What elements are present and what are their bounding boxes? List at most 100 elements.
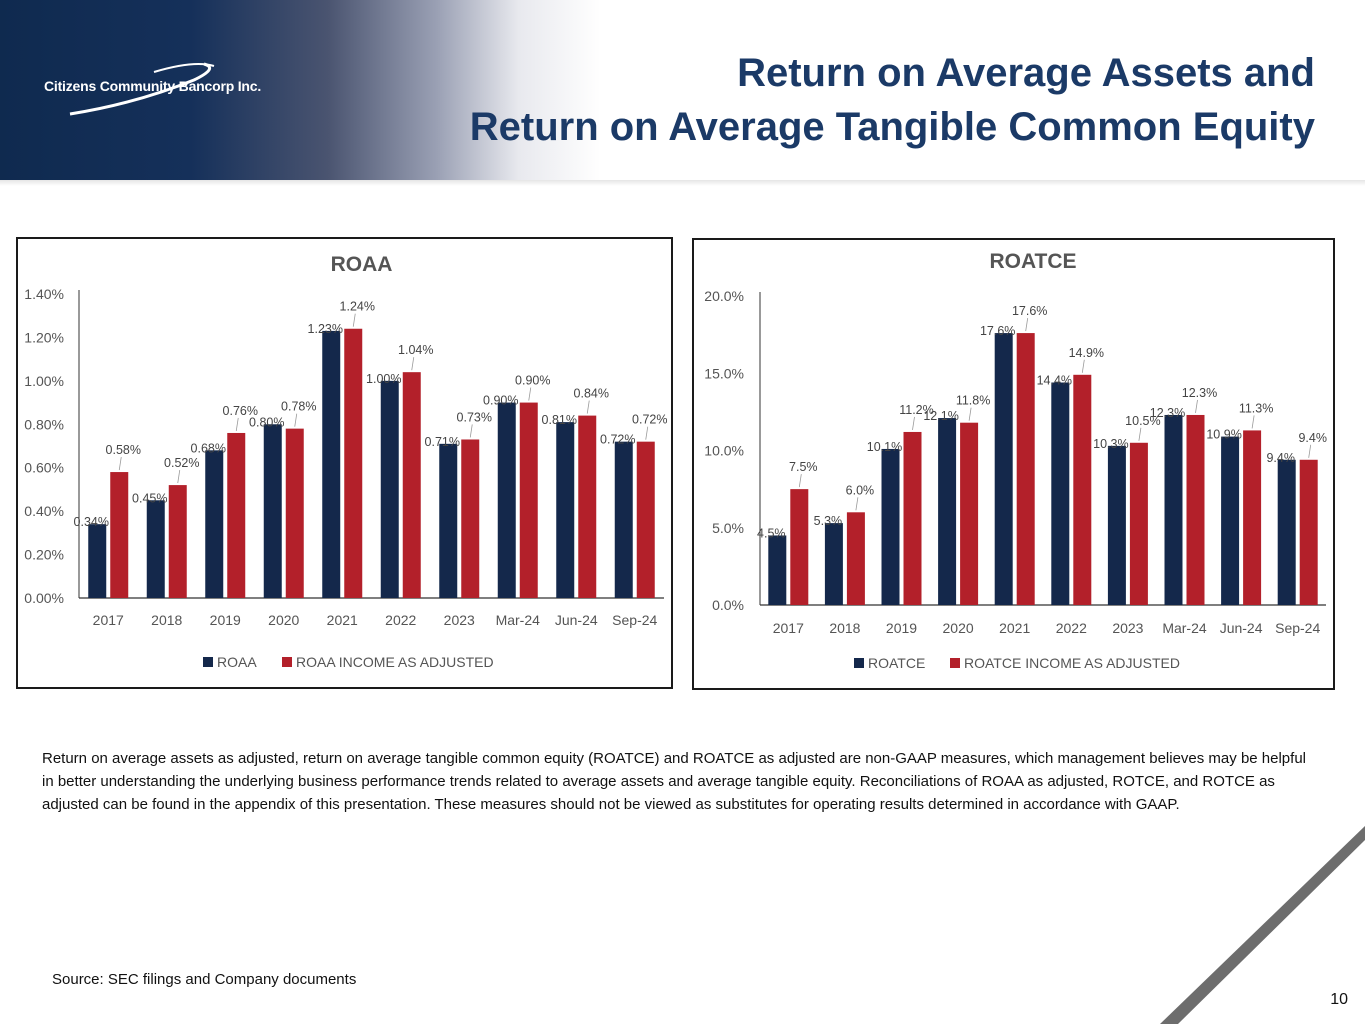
roatce-legend-label: ROATCE INCOME AS ADJUSTED [964,655,1180,671]
company-logo: Citizens Community Bancorp Inc. [44,58,284,128]
roaa-data-label: 0.72% [632,413,667,427]
roatce-bar-primary [1051,382,1070,605]
roatce-y-tick-label: 20.0% [704,288,744,304]
roatce-data-label: 10.5% [1125,414,1160,428]
roatce-label-leader [1025,318,1029,332]
roaa-label-leader [118,456,122,471]
title-line-2: Return on Average Tangible Common Equity [469,105,1315,149]
roaa-data-label: 1.00% [366,372,401,386]
roaa-x-tick-label: 2020 [268,612,299,628]
source-note: Source: SEC filings and Company document… [52,971,357,988]
roatce-bar-primary [881,448,900,605]
roatce-bar-adjusted [903,431,922,605]
roatce-label-leader [968,407,972,421]
roaa-data-label: 1.04% [398,343,433,357]
roaa-y-tick-label: 1.00% [24,373,64,389]
roatce-x-tick-label: Sep-24 [1275,620,1320,636]
page-title: Return on Average Assets and Return on A… [470,46,1315,154]
roaa-data-label: 0.45% [132,491,167,505]
roaa-x-tick-label: 2019 [210,612,241,628]
roatce-bar-adjusted [790,489,809,605]
roatce-data-label: 12.1% [923,409,958,423]
roaa-x-tick-label: Jun-24 [555,612,598,628]
roatce-y-tick-label: 10.0% [704,443,744,459]
roaa-data-label: 0.90% [515,374,550,388]
roaa-x-tick-label: Mar-24 [496,612,541,628]
roatce-x-tick-label: Mar-24 [1162,620,1207,636]
roatce-data-label: 17.6% [980,324,1015,338]
roatce-x-tick-label: 2021 [999,620,1030,636]
roaa-bar-adjusted [402,372,421,598]
roatce-bar-primary [938,418,957,605]
roatce-bar-adjusted [1243,430,1262,605]
roatce-chart-title: ROATCE [989,250,1076,273]
roaa-x-tick-label: Sep-24 [612,612,657,628]
corner-decoration [1160,826,1365,1024]
roaa-bar-adjusted [578,415,597,598]
roaa-data-label: 1.23% [308,322,343,336]
roatce-label-leader [1251,415,1255,429]
roaa-bar-adjusted [519,402,538,598]
roaa-label-leader [586,400,590,414]
roatce-label-leader [798,474,802,488]
roaa-chart-svg: ROAA 0.00% 0.20% 0.40% 0.60% 0.80% 1.00% 1.20% 1… [24,253,667,670]
roaa-data-label: 0.34% [74,515,109,529]
roaa-label-leader [469,424,473,438]
logo-text: Citizens Community Bancorp Inc. [44,78,262,94]
roaa-chart: ROAA 0.00% 0.20% 0.40% 0.60% 0.80% 1.00% 1.20% 1… [16,237,673,689]
roaa-bar-primary [205,450,224,598]
roaa-y-tick-label: 1.40% [24,286,64,302]
roaa-bar-primary [322,330,341,598]
roaa-y-tick-label: 0.20% [24,547,64,563]
roaa-legend-swatch [203,657,213,667]
roaa-bar-adjusted [461,439,480,598]
roatce-label-leader [855,497,859,511]
roatce-x-tick-label: 2023 [1112,620,1143,636]
roaa-y-tick-label: 1.20% [24,329,64,345]
roatce-bar-primary [1277,459,1296,605]
roaa-bar-adjusted [285,428,304,598]
roaa-x-tick-label: 2023 [444,612,475,628]
roaa-legend-label: ROAA INCOME AS ADJUSTED [296,654,494,670]
roatce-legend-swatch [854,658,864,668]
roaa-data-label: 1.24% [340,300,375,314]
roatce-chart-svg: ROATCE 0.0% 5.0% 10.0% 15.0% 20.0% 2017 4.5% 7.5… [704,250,1327,671]
roaa-y-tick-label: 0.80% [24,416,64,432]
roatce-data-label: 6.0% [846,483,875,497]
roaa-bar-primary [439,443,458,598]
roatce-bar-adjusted [1016,333,1035,605]
roatce-bar-primary [994,333,1013,605]
roaa-data-label: 0.72% [600,433,635,447]
roaa-label-leader [645,426,649,440]
roaa-data-label: 0.58% [106,443,141,457]
roaa-y-tick-label: 0.00% [24,590,64,606]
roaa-bar-adjusted [344,328,363,598]
roatce-x-tick-label: 2020 [943,620,974,636]
roaa-bar-adjusted [227,432,246,598]
roatce-data-label: 10.9% [1206,428,1241,442]
roatce-x-tick-label: 2019 [886,620,917,636]
roatce-data-label: 5.3% [814,514,843,528]
roatce-bar-primary [1164,414,1183,605]
roatce-bar-primary [768,535,787,605]
roaa-x-tick-label: 2021 [327,612,358,628]
roaa-data-label: 0.76% [223,404,258,418]
roatce-x-tick-label: 2022 [1056,620,1087,636]
roatce-bar-adjusted [960,422,979,605]
roatce-data-label: 11.2% [899,403,934,417]
roatce-x-tick-label: 2017 [773,620,804,636]
roatce-label-leader [912,416,915,431]
roatce-data-label: 7.5% [789,460,818,474]
roaa-label-leader [235,417,239,432]
roatce-label-leader [1081,359,1085,373]
roaa-bar-primary [146,500,165,598]
roaa-bar-adjusted [110,472,129,598]
roaa-label-leader [294,413,298,427]
roatce-bar-adjusted [1129,442,1148,605]
roatce-data-label: 12.3% [1150,406,1185,420]
roaa-legend-label: ROAA [217,654,257,670]
roaa-bar-adjusted [636,441,655,598]
footnote-paragraph: Return on average assets as adjusted, re… [42,750,1306,813]
roatce-bar-adjusted [1299,459,1318,605]
roatce-chart: ROATCE 0.0% 5.0% 10.0% 15.0% 20.0% 2017 4.5% 7.5… [692,238,1335,690]
